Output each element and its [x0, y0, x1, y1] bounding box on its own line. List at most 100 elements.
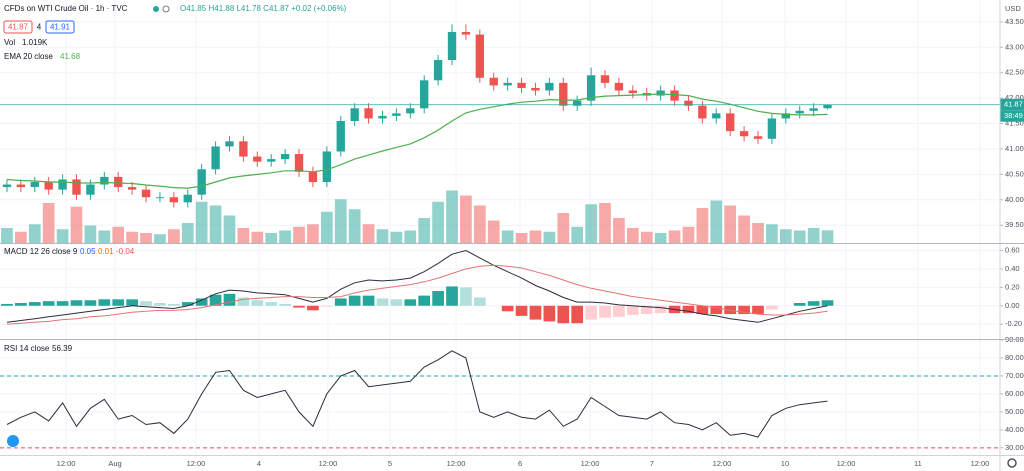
candle-body — [211, 146, 220, 170]
volume-bar — [404, 230, 417, 243]
x-tick-label: 7 — [650, 459, 654, 468]
volume-bar — [585, 204, 597, 243]
candle-body — [600, 75, 610, 83]
volume-bar — [376, 229, 389, 243]
y-tick-label: 0.20 — [1005, 282, 1020, 291]
logo-icon — [7, 435, 19, 447]
candle-body — [684, 100, 693, 106]
candle-body — [308, 171, 318, 182]
histogram-bar — [112, 299, 125, 306]
candle-body — [100, 176, 109, 185]
candle-body — [433, 59, 443, 81]
y-tick-label: 42.50 — [1005, 68, 1024, 77]
histogram-bar — [696, 305, 709, 315]
last-price-label: 41.87 — [1004, 100, 1023, 109]
volume-bar — [321, 211, 333, 243]
volume-bar — [599, 203, 611, 243]
y-tick-label: 60.00 — [1005, 389, 1024, 398]
candle-body — [767, 118, 777, 139]
candle-body — [350, 108, 359, 121]
volume-bar — [557, 213, 570, 243]
candle-body — [517, 82, 526, 88]
histogram-bar — [168, 303, 180, 306]
countdown-label: 38:49 — [1004, 111, 1023, 120]
volume-bar — [28, 224, 41, 243]
histogram-bar — [237, 297, 250, 306]
volume-bar — [154, 234, 166, 243]
volume-bar — [487, 220, 500, 243]
histogram-bar — [654, 305, 667, 314]
buy-button[interactable] — [45, 20, 75, 34]
histogram-bar — [209, 294, 222, 306]
ema-line — [6, 93, 828, 189]
volume-bar — [112, 226, 125, 243]
volume-bar — [126, 231, 138, 243]
candle-body — [447, 32, 457, 60]
histogram-bar — [84, 300, 97, 306]
sell-button[interactable] — [3, 20, 33, 34]
volume-bar — [70, 206, 83, 243]
plot — [0, 24, 1000, 449]
candle-body — [86, 184, 95, 195]
y-tick-label: 0.40 — [1005, 264, 1020, 273]
candle-body — [475, 34, 485, 78]
volume-bar — [418, 218, 431, 243]
spread: 4 — [37, 23, 42, 32]
settings-button[interactable] — [1007, 458, 1017, 468]
candle-body — [44, 181, 53, 190]
volume-bar — [140, 233, 152, 243]
macd-value: 0.05 — [80, 247, 96, 256]
candle-body — [461, 32, 471, 35]
histogram-bar — [223, 293, 236, 306]
volume-bar — [390, 231, 403, 243]
volume-bar — [181, 223, 194, 243]
histogram-value: -0.04 — [116, 247, 135, 256]
ask-price[interactable]: 41.91 — [50, 23, 71, 32]
histogram-bar — [626, 305, 639, 315]
volume-bar — [682, 226, 695, 243]
candle-body — [586, 75, 596, 101]
y-tick-label: 43.00 — [1005, 42, 1024, 51]
histogram-bar — [404, 299, 417, 306]
histogram-bar — [543, 305, 556, 322]
y-tick-label: 41.50 — [1005, 119, 1024, 128]
bid-price[interactable]: 41.87 — [8, 23, 29, 32]
volume-bar — [84, 225, 97, 243]
signal-value: 0.01 — [98, 247, 114, 256]
histogram-bar — [251, 300, 264, 306]
candle-body — [114, 176, 123, 188]
y-tick-label: 30.00 — [1005, 443, 1024, 452]
histogram-bar — [195, 298, 208, 306]
candle-body — [823, 104, 832, 109]
histogram-bar — [807, 301, 820, 306]
candle-body — [294, 154, 304, 172]
volume-bar — [738, 215, 750, 243]
histogram-bar — [279, 303, 291, 306]
candle-body — [127, 187, 137, 190]
histogram-bar — [418, 295, 431, 306]
x-tick-label: 12:00 — [187, 459, 206, 468]
last-price-box — [1000, 98, 1024, 111]
candle-body — [809, 108, 818, 111]
histogram-bar — [640, 305, 653, 315]
volume-bar — [251, 231, 264, 243]
candle-body — [392, 113, 401, 116]
histogram-bar — [766, 305, 778, 310]
volume-bar — [793, 230, 806, 243]
histogram-bar — [334, 298, 347, 306]
settings-icon[interactable] — [1007, 458, 1017, 468]
x-tick-label: 4 — [257, 459, 261, 468]
candle-body — [225, 141, 234, 147]
volume-bar — [473, 205, 486, 243]
candle-body — [16, 184, 26, 188]
candle-body — [712, 113, 721, 119]
histogram-bar — [473, 297, 486, 306]
volume-bar — [446, 190, 458, 243]
histogram-bar — [390, 299, 403, 306]
volume-bar — [209, 205, 222, 243]
histogram-bar — [529, 305, 542, 320]
x-tick-label: 12:00 — [447, 459, 466, 468]
candle-body — [420, 80, 429, 109]
volume-bar — [529, 230, 542, 243]
x-tick-label: 12:00 — [971, 459, 990, 468]
